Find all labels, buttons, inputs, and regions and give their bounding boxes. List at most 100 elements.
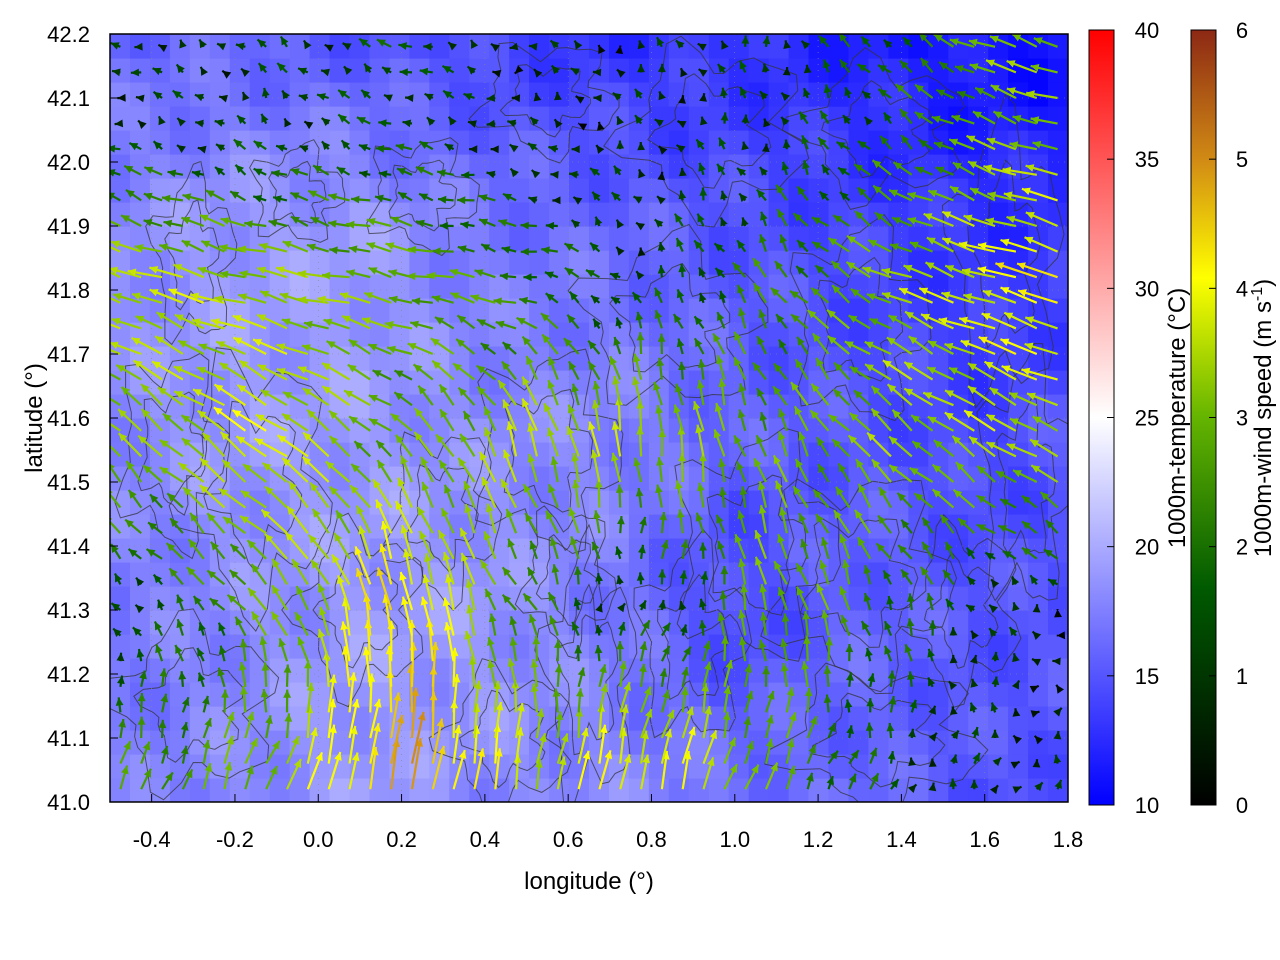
heat-cell — [988, 754, 1009, 779]
heat-cell — [149, 514, 171, 539]
heat-cell — [848, 58, 870, 83]
wind-vector — [310, 559, 330, 586]
wind-vector — [192, 595, 205, 611]
wind-vector — [397, 477, 413, 509]
wind-vector — [921, 517, 934, 534]
wind-vector — [168, 567, 184, 586]
wind-vector — [820, 537, 830, 560]
heat-cell — [349, 130, 371, 155]
wind-vector — [945, 598, 955, 611]
wind-vector — [1044, 519, 1059, 534]
y-tick-label: 41.7 — [47, 342, 90, 367]
heat-cell — [728, 58, 750, 83]
wind-vector — [271, 558, 288, 585]
wind-vector — [738, 636, 747, 662]
wind-vector — [481, 476, 497, 509]
heat-cell — [648, 106, 670, 131]
wind-vector — [522, 483, 538, 509]
heat-cell — [329, 682, 351, 707]
contour-line — [503, 388, 594, 513]
heat-cell — [668, 298, 690, 323]
heat-cell — [549, 514, 570, 539]
wind-vector — [680, 686, 689, 713]
x-tick-label: 1.0 — [719, 827, 750, 852]
heat-cell — [349, 466, 371, 491]
heat-cell — [868, 82, 889, 107]
contour-line — [967, 159, 1042, 349]
heat-cell — [888, 130, 909, 155]
wind-vector — [202, 695, 210, 713]
heat-cell — [988, 274, 1009, 299]
wind-vector — [1029, 574, 1039, 586]
heat-cell — [509, 34, 530, 59]
heat-cell — [968, 178, 989, 203]
wind-vector — [866, 698, 875, 713]
wind-vector — [965, 604, 976, 613]
heat-cell — [928, 298, 949, 323]
heat-cell — [349, 610, 371, 635]
heat-cell — [349, 202, 371, 227]
temperature-colorbar-ticks: 10 15 20 25 30 35 40 — [1107, 18, 1159, 818]
heat-cell — [309, 610, 331, 635]
heat-cell — [329, 58, 351, 83]
wind-vector — [779, 506, 788, 534]
heat-cell — [449, 778, 470, 802]
heat-cell — [529, 778, 550, 802]
heat-cell — [808, 754, 830, 779]
heat-cell — [309, 34, 331, 59]
heat-cell — [509, 82, 530, 107]
heat-cell — [628, 250, 650, 275]
wind-vector — [115, 697, 124, 713]
wind-vector — [658, 599, 667, 611]
heat-cell — [808, 322, 830, 347]
wind-vector — [288, 480, 309, 509]
heat-cell — [609, 226, 630, 251]
wind-vector — [264, 532, 288, 560]
wind-vector — [146, 548, 163, 560]
wind-vector — [1032, 604, 1041, 613]
heat-cell — [269, 250, 291, 275]
wind-colorbar-title-suffix: ) — [1250, 279, 1277, 287]
heat-cell — [169, 562, 191, 587]
heat-cell — [289, 250, 311, 275]
heat-cell — [589, 202, 610, 227]
heat-cell — [928, 418, 949, 443]
x-tick-label: 0.8 — [636, 827, 667, 852]
heat-cell — [808, 394, 830, 419]
heat-cell — [968, 730, 989, 755]
wind-vector — [846, 672, 854, 687]
heat-cell — [489, 130, 510, 155]
heat-cell — [948, 586, 969, 611]
contour-line — [996, 398, 1056, 555]
heat-cell — [349, 250, 371, 275]
wind-vector — [888, 695, 897, 713]
wind-vector — [487, 659, 497, 688]
heat-cell — [289, 706, 311, 731]
heat-cell — [589, 130, 610, 155]
wind-vector — [762, 665, 771, 687]
heat-cell — [130, 226, 151, 251]
heat-cell — [888, 754, 909, 779]
heat-cell — [668, 106, 690, 131]
wind-vector — [265, 765, 278, 790]
heat-cell — [130, 778, 151, 802]
heat-cell — [329, 586, 351, 611]
wind-vector — [463, 480, 476, 508]
wind-vector — [927, 677, 936, 688]
heat-cell — [289, 490, 311, 515]
heat-cell — [728, 82, 750, 107]
heat-cell — [369, 682, 391, 707]
wind-vector — [306, 752, 324, 790]
heat-cell — [389, 466, 410, 491]
wind-vector — [970, 654, 978, 664]
heat-cell — [130, 130, 151, 155]
contour-line — [941, 93, 1065, 409]
heat-cell — [489, 418, 510, 443]
heat-cell — [529, 226, 550, 251]
wind-vector — [723, 737, 737, 765]
heat-cell — [110, 298, 131, 323]
heat-cell — [788, 730, 810, 755]
wind-vector — [990, 578, 1000, 589]
heat-cell — [928, 610, 949, 635]
heat-cell — [389, 178, 410, 203]
